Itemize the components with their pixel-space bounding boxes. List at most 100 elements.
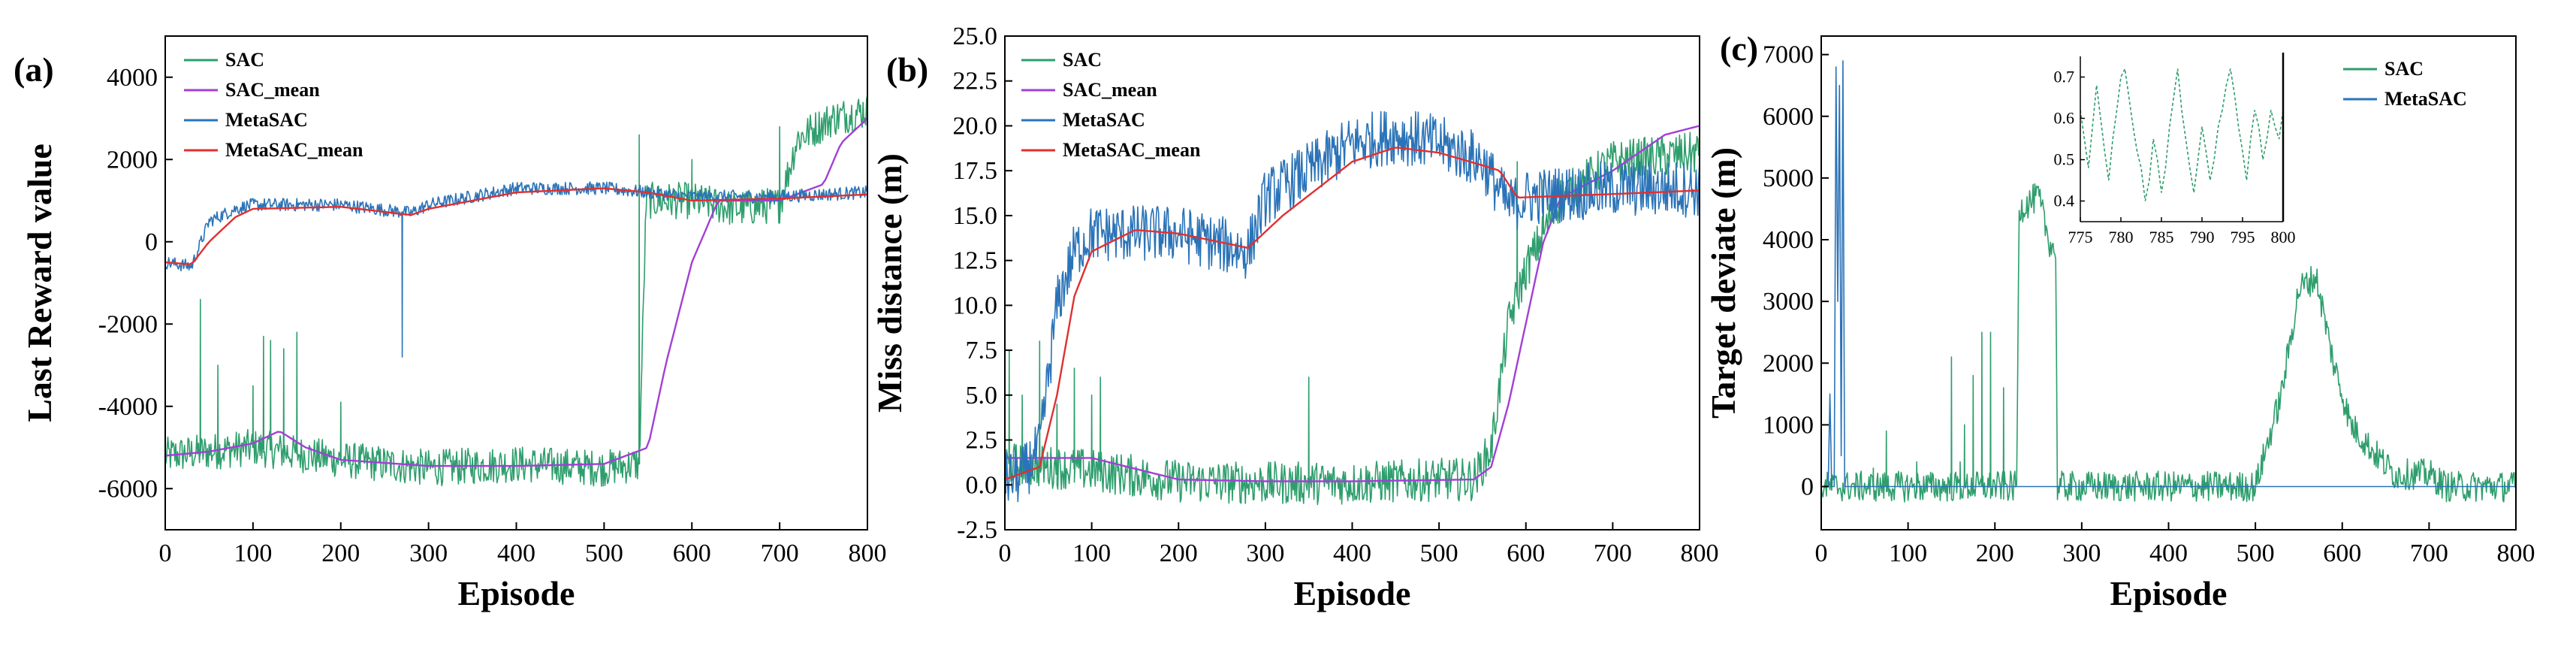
inset-y-tick-label: 0.5: [2054, 150, 2075, 169]
y-tick-label: 5000: [1763, 165, 1814, 192]
y-tick-label: 12.5: [953, 247, 998, 275]
x-tick-label: 0: [159, 540, 172, 567]
inset-x-tick-label: 795: [2231, 228, 2255, 246]
panel-label: (b): [886, 50, 928, 89]
panel-label: (a): [14, 50, 54, 89]
x-tick-label: 100: [1889, 540, 1927, 567]
y-axis-label: Last Reward value: [20, 144, 59, 422]
y-tick-label: 20.0: [953, 112, 998, 140]
series-group: [1005, 110, 1700, 506]
inset-y-tick-label: 0.4: [2054, 192, 2075, 210]
legend-entry: SAC_mean: [225, 79, 320, 101]
y-tick-label: 15.0: [953, 202, 998, 230]
x-tick-label: 400: [2149, 540, 2188, 567]
y-axis-label: Target deviate (m): [1704, 147, 1742, 419]
legend-entry: SAC: [1063, 49, 1102, 71]
legend-entry: MetaSAC_mean: [1063, 139, 1201, 161]
x-tick-label: 200: [1160, 540, 1198, 567]
x-tick-label: 100: [234, 540, 272, 567]
series-metasac: [1005, 110, 1700, 503]
inset-x-tick-label: 785: [2149, 228, 2174, 246]
y-tick-label: 10.0: [953, 292, 998, 319]
panel-label: (c): [1720, 29, 1758, 68]
y-tick-label: -4000: [98, 393, 158, 421]
y-tick-label: 4000: [1763, 226, 1814, 254]
x-tick-label: 800: [849, 540, 887, 567]
chart-panel-2: 0 100 200 300 400 500 600 700 800 0 1000 2000 3000 40…: [1704, 29, 2535, 612]
series-metasac: [165, 181, 867, 358]
series-metasac-mean: [165, 187, 867, 265]
x-tick-label: 600: [2323, 540, 2361, 567]
x-tick-label: 600: [1507, 540, 1545, 567]
inset-background: [2080, 56, 2283, 222]
x-axis-label: Episode: [1294, 574, 1411, 612]
y-tick-label: 7.5: [966, 337, 998, 364]
x-tick-label: 0: [999, 540, 1012, 567]
y-tick-label: 7000: [1763, 41, 1814, 69]
x-tick-label: 0: [1815, 540, 1828, 567]
inset-x-tick-label: 775: [2068, 228, 2093, 246]
x-axis-label: Episode: [458, 574, 575, 612]
y-axis-label: Miss distance (m): [870, 153, 909, 413]
x-tick-label: 300: [2062, 540, 2101, 567]
chart-panel-1: 0 100 200 300 400 500 600 700 800 -2.5 0.0 2.5 5.0 7.…: [870, 23, 1719, 612]
x-tick-label: 800: [1681, 540, 1719, 567]
y-tick-label: 0.0: [966, 471, 998, 499]
x-tick-label: 700: [2410, 540, 2448, 567]
legend-entry: SAC_mean: [1063, 79, 1157, 101]
legend-entry: SAC: [225, 49, 264, 71]
x-axis-label: Episode: [2110, 574, 2228, 612]
x-tick-label: 500: [1420, 540, 1458, 567]
x-tick-label: 400: [497, 540, 535, 567]
inset-x-tick-label: 790: [2190, 228, 2215, 246]
x-tick-label: 500: [585, 540, 623, 567]
x-tick-label: 700: [761, 540, 799, 567]
y-tick-label: 6000: [1763, 103, 1814, 131]
legend-entry: SAC: [2384, 58, 2424, 80]
y-tick-label: 0: [1801, 473, 1814, 501]
series-metasac-mean: [1005, 147, 1700, 481]
inset-x-tick-label: 780: [2109, 228, 2134, 246]
y-tick-label: 22.5: [953, 68, 998, 95]
y-tick-label: -2000: [98, 310, 158, 338]
inset-chart: 775 780 785 790 795 800 0.4 0.5 0.6 0.7: [2054, 53, 2296, 246]
x-tick-label: 700: [1594, 540, 1632, 567]
inset-x-tick-label: 800: [2271, 228, 2296, 246]
legend: SAC SAC_mean MetaSAC MetaSAC_mean: [184, 49, 363, 161]
x-tick-label: 200: [1976, 540, 2014, 567]
x-tick-label: 100: [1072, 540, 1111, 567]
inset-y-tick-label: 0.7: [2054, 68, 2075, 86]
inset-y-tick-label: 0.6: [2054, 109, 2075, 128]
y-tick-label: 4000: [107, 64, 158, 92]
y-tick-label: 1000: [1763, 411, 1814, 439]
y-tick-label: 17.5: [953, 157, 998, 185]
series-metasac: [1821, 60, 2516, 488]
x-tick-label: 200: [321, 540, 360, 567]
y-tick-label: -6000: [98, 475, 158, 503]
series-group: [165, 94, 867, 487]
y-tick-label: 3000: [1763, 288, 1814, 316]
y-tick-label: 2.5: [966, 427, 998, 455]
series-sac: [1821, 183, 2516, 503]
legend-entry: MetaSAC_mean: [225, 139, 363, 161]
x-tick-label: 800: [2497, 540, 2535, 567]
series-sac: [165, 94, 867, 487]
y-tick-label: 5.0: [966, 382, 998, 410]
chart-panel-0: 0 100 200 300 400 500 600 700 800 -6000 -4000 -2000…: [14, 35, 887, 612]
y-tick-label: 25.0: [953, 23, 998, 50]
legend: SAC SAC_mean MetaSAC MetaSAC_mean: [1021, 49, 1201, 161]
x-tick-label: 300: [409, 540, 448, 567]
legend-entry: MetaSAC: [2384, 88, 2467, 110]
inset-series-sac: [2080, 66, 2284, 201]
y-tick-label: 2000: [1763, 349, 1814, 377]
legend-entry: MetaSAC: [1063, 109, 1145, 131]
y-tick-label: -2.5: [957, 516, 997, 544]
x-tick-label: 500: [2237, 540, 2275, 567]
x-tick-label: 400: [1333, 540, 1371, 567]
series-group: [1821, 60, 2516, 503]
y-tick-label: 0: [145, 228, 158, 256]
legend-entry: MetaSAC: [225, 109, 308, 131]
legend: SAC MetaSAC: [2343, 58, 2467, 110]
series-sac-mean: [165, 117, 867, 467]
